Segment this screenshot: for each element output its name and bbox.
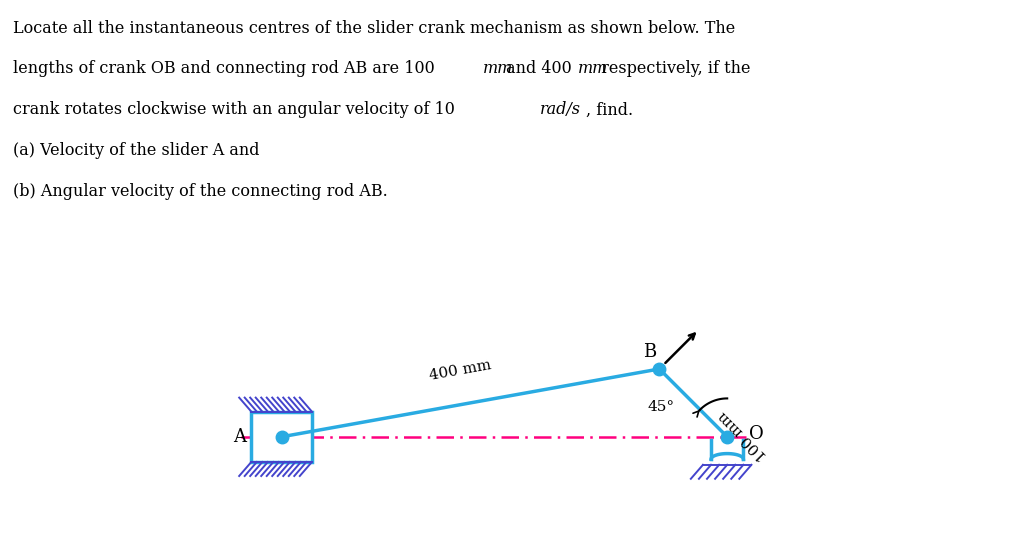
- Text: 400 mm: 400 mm: [428, 358, 493, 383]
- Text: and 400: and 400: [501, 60, 572, 77]
- Text: (a) Velocity of the slider A and: (a) Velocity of the slider A and: [13, 142, 260, 159]
- Text: O: O: [749, 425, 765, 443]
- Text: B: B: [642, 343, 655, 361]
- Text: Locate all the instantaneous centres of the slider crank mechanism as shown belo: Locate all the instantaneous centres of …: [13, 20, 735, 36]
- Text: crank rotates clockwise with an angular velocity of 10: crank rotates clockwise with an angular …: [13, 101, 461, 118]
- Text: lengths of crank OB and connecting rod AB are 100: lengths of crank OB and connecting rod A…: [13, 60, 435, 77]
- Text: , find.: , find.: [586, 101, 633, 118]
- Text: rad/s: rad/s: [540, 101, 581, 118]
- Bar: [251, 412, 312, 462]
- Text: respectively, if the: respectively, if the: [596, 60, 750, 77]
- Text: 100 mm: 100 mm: [715, 408, 770, 463]
- Text: mm: mm: [483, 60, 513, 77]
- Text: A: A: [233, 428, 246, 446]
- Text: (b) Angular velocity of the connecting rod AB.: (b) Angular velocity of the connecting r…: [13, 183, 388, 200]
- Text: mm: mm: [578, 60, 608, 77]
- Text: 45°: 45°: [648, 400, 675, 414]
